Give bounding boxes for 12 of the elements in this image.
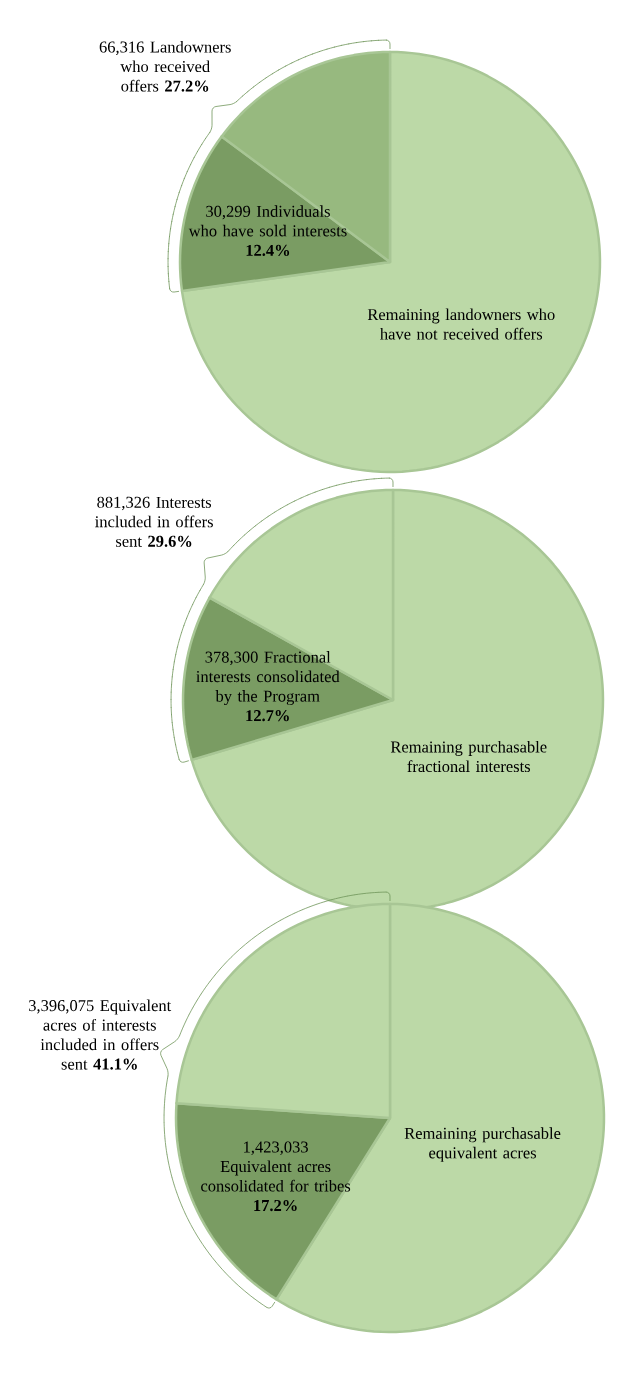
slice-label: Remaining landowners who have not received offers <box>367 308 555 340</box>
text: 881,326 Interests included in offers sent 29.6% <box>95 496 213 547</box>
text: 66,316 Landowners who received offers 27.2% <box>99 40 231 92</box>
data-label: 17.2% <box>254 1199 297 1212</box>
text: 3,396,075 Equivalent acres of interests included in offers sent 41.1% <box>29 999 172 1070</box>
slice-label: Remaining purchasable equivalent acres <box>404 1127 561 1162</box>
data-label: 12.7% <box>246 710 289 722</box>
slice-label: 1,423,033 Equivalent acres consolidated for tribes <box>201 1141 351 1192</box>
slice-label: 378,300 Fractional interests consolidated by the Program <box>196 651 340 706</box>
slice-label: Remaining purchasable fractional interests <box>390 740 547 773</box>
slice-label: 30,299 Individuals who have sold interests <box>188 205 347 237</box>
data-label: 12.4% <box>246 244 290 256</box>
